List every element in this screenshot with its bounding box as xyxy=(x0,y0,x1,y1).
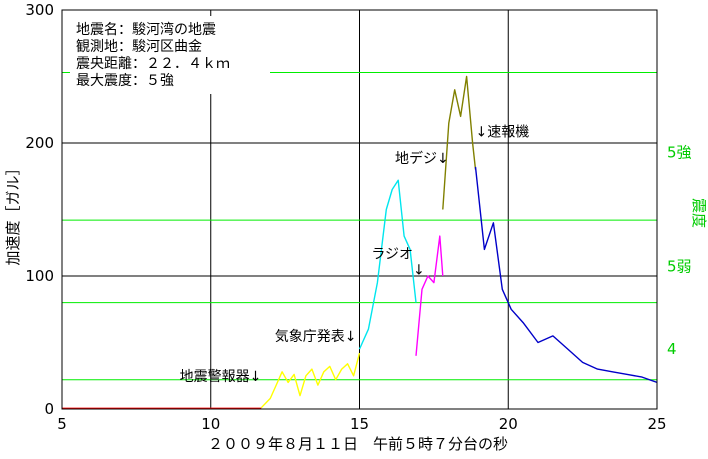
annotation-label: 地震警報器↓ xyxy=(180,369,262,385)
intensity-label: 5強 xyxy=(667,143,692,161)
info-box-background xyxy=(70,16,270,94)
series-line xyxy=(260,352,361,409)
annotations: 地震警報器↓ 気象庁発表↓ ラジオ↓ 地デジ↓ ↓速報機 xyxy=(180,124,530,385)
info-box-line: 観測地：駿河区曲金 xyxy=(76,38,202,55)
intensity-label: 4 xyxy=(667,340,677,358)
series-line xyxy=(358,179,417,350)
x-tick-label: 10 xyxy=(201,415,220,433)
y-tick-label: 300 xyxy=(25,1,54,19)
x-tick-label: 20 xyxy=(499,415,518,433)
annotation-label: ↓速報機 xyxy=(476,124,530,140)
y-tick-labels: 0 100 200 300 xyxy=(25,1,54,418)
series-line xyxy=(415,235,444,356)
y-tick-label: 100 xyxy=(25,267,54,285)
annotation-label: 気象庁発表↓ xyxy=(275,329,357,345)
intensity-labels: 5強 5弱 4 xyxy=(667,143,692,358)
waveform xyxy=(62,75,658,409)
info-box-line: 地震名：駿河湾の地震 xyxy=(76,21,216,38)
intensity-lines xyxy=(62,72,657,381)
x-tick-label: 5 xyxy=(57,415,67,433)
y2-axis-label: 震度 xyxy=(690,198,708,228)
y-tick-label: 200 xyxy=(25,134,54,152)
intensity-label: 5弱 xyxy=(667,258,692,276)
annotation-label: 地デジ↓ xyxy=(395,150,449,167)
series-line xyxy=(442,75,477,210)
x-tick-label: 15 xyxy=(350,415,369,433)
series-line xyxy=(474,166,658,384)
info-box-line: 最大震度：５強 xyxy=(76,73,174,89)
x-tick-label: 25 xyxy=(647,415,666,433)
info-box-line: 震央距離：２２．４ｋｍ xyxy=(76,55,230,72)
annotation-label: ラジオ xyxy=(371,247,413,263)
x-axis-label: ２００９年８月１１日 午前５時７分台の秒 xyxy=(208,435,508,453)
x-tick-labels: 5 10 15 20 25 xyxy=(57,415,666,433)
y-axis-label: 加速度［ガル］ xyxy=(4,160,22,265)
y-tick-label: 0 xyxy=(44,400,54,418)
annotation-label: ↓ xyxy=(413,263,425,279)
plot-frame xyxy=(61,9,658,410)
